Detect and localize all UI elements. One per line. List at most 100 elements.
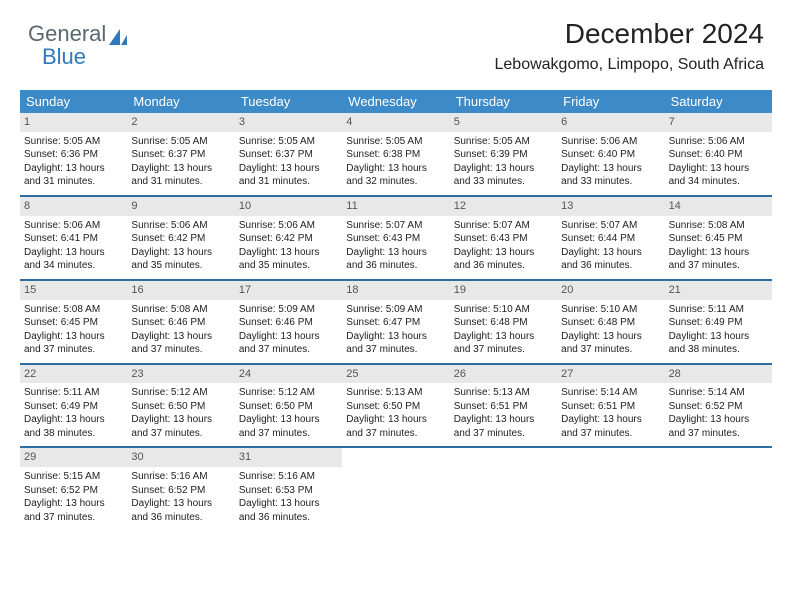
calendar-table: SundayMondayTuesdayWednesdayThursdayFrid…: [20, 90, 772, 530]
calendar-day-cell: 26Sunrise: 5:13 AMSunset: 6:51 PMDayligh…: [450, 365, 557, 447]
day-number: 26: [450, 365, 557, 384]
day-number: 29: [20, 448, 127, 467]
sunrise-line: Sunrise: 5:16 AM: [131, 470, 230, 484]
calendar-day-cell: 19Sunrise: 5:10 AMSunset: 6:48 PMDayligh…: [450, 281, 557, 363]
day-number: 10: [235, 197, 342, 216]
calendar-day-cell: 18Sunrise: 5:09 AMSunset: 6:47 PMDayligh…: [342, 281, 449, 363]
daylight-line: Daylight: 13 hours and 37 minutes.: [239, 330, 338, 357]
day-number: 2: [127, 113, 234, 132]
sunset-line: Sunset: 6:37 PM: [131, 148, 230, 162]
sunrise-line: Sunrise: 5:06 AM: [239, 219, 338, 233]
sunset-line: Sunset: 6:51 PM: [561, 400, 660, 414]
day-number: 21: [665, 281, 772, 300]
calendar-day-cell: [557, 448, 664, 530]
logo-word-1: General: [28, 22, 106, 45]
sunset-line: Sunset: 6:37 PM: [239, 148, 338, 162]
calendar-day-cell: 21Sunrise: 5:11 AMSunset: 6:49 PMDayligh…: [665, 281, 772, 363]
calendar-day-cell: 28Sunrise: 5:14 AMSunset: 6:52 PMDayligh…: [665, 365, 772, 447]
calendar-day-cell: 27 Sunrise: 5:14 AMSunset: 6:51 PMDayligh…: [557, 365, 664, 447]
daylight-line: Daylight: 13 hours and 37 minutes.: [131, 330, 230, 357]
day-number: 8: [20, 197, 127, 216]
daylight-line: Daylight: 13 hours and 37 minutes.: [669, 413, 768, 440]
sunset-line: Sunset: 6:47 PM: [346, 316, 445, 330]
daylight-line: Daylight: 13 hours and 34 minutes.: [24, 246, 123, 273]
calendar-day-cell: 5Sunrise: 5:05 AMSunset: 6:39 PMDaylight…: [450, 113, 557, 195]
sunset-line: Sunset: 6:40 PM: [561, 148, 660, 162]
calendar-day-cell: [450, 448, 557, 530]
sunset-line: Sunset: 6:46 PM: [239, 316, 338, 330]
calendar-day-cell: 8Sunrise: 5:06 AMSunset: 6:41 PMDaylight…: [20, 197, 127, 279]
calendar-day-cell: 1Sunrise: 5:05 AMSunset: 6:36 PMDaylight…: [20, 113, 127, 195]
sunset-line: Sunset: 6:45 PM: [669, 232, 768, 246]
calendar-day-cell: 30Sunrise: 5:16 AMSunset: 6:52 PMDayligh…: [127, 448, 234, 530]
daylight-line: Daylight: 13 hours and 37 minutes.: [454, 330, 553, 357]
day-number: 5: [450, 113, 557, 132]
daylight-line: Daylight: 13 hours and 37 minutes.: [24, 497, 123, 524]
day-number: 19: [450, 281, 557, 300]
sunset-line: Sunset: 6:44 PM: [561, 232, 660, 246]
calendar-day-cell: 14Sunrise: 5:08 AMSunset: 6:45 PMDayligh…: [665, 197, 772, 279]
calendar-day-cell: [665, 448, 772, 530]
day-number: 14: [665, 197, 772, 216]
daylight-line: Daylight: 13 hours and 37 minutes.: [561, 413, 660, 440]
sunrise-line: Sunrise: 5:06 AM: [131, 219, 230, 233]
day-number: 3: [235, 113, 342, 132]
day-header: Saturday: [665, 90, 772, 113]
sunset-line: Sunset: 6:38 PM: [346, 148, 445, 162]
calendar-day-cell: 13Sunrise: 5:07 AMSunset: 6:44 PMDayligh…: [557, 197, 664, 279]
day-number: 13: [557, 197, 664, 216]
daylight-line: Daylight: 13 hours and 37 minutes.: [561, 330, 660, 357]
sunrise-line: Sunrise: 5:05 AM: [131, 135, 230, 149]
sail-icon: [109, 26, 127, 42]
day-number: 17: [235, 281, 342, 300]
calendar-day-cell: 25Sunrise: 5:13 AMSunset: 6:50 PMDayligh…: [342, 365, 449, 447]
sunrise-line: Sunrise: 5:10 AM: [561, 303, 660, 317]
sunset-line: Sunset: 6:42 PM: [131, 232, 230, 246]
day-number: 22: [20, 365, 127, 384]
calendar-day-cell: 3Sunrise: 5:05 AMSunset: 6:37 PMDaylight…: [235, 113, 342, 195]
calendar-day-cell: 23Sunrise: 5:12 AMSunset: 6:50 PMDayligh…: [127, 365, 234, 447]
sunset-line: Sunset: 6:43 PM: [454, 232, 553, 246]
calendar-day-cell: 9Sunrise: 5:06 AMSunset: 6:42 PMDaylight…: [127, 197, 234, 279]
sunset-line: Sunset: 6:48 PM: [561, 316, 660, 330]
daylight-line: Daylight: 13 hours and 35 minutes.: [131, 246, 230, 273]
day-number: 23: [127, 365, 234, 384]
sunset-line: Sunset: 6:45 PM: [24, 316, 123, 330]
daylight-line: Daylight: 13 hours and 31 minutes.: [24, 162, 123, 189]
calendar-week: 29Sunrise: 5:15 AMSunset: 6:52 PMDayligh…: [20, 448, 772, 530]
sunrise-line: Sunrise: 5:14 AM: [561, 386, 660, 400]
sunrise-line: Sunrise: 5:07 AM: [346, 219, 445, 233]
calendar-day-cell: 15Sunrise: 5:08 AMSunset: 6:45 PMDayligh…: [20, 281, 127, 363]
calendar-day-cell: 11Sunrise: 5:07 AMSunset: 6:43 PMDayligh…: [342, 197, 449, 279]
day-number: 4: [342, 113, 449, 132]
calendar-day-cell: 7Sunrise: 5:06 AMSunset: 6:40 PMDaylight…: [665, 113, 772, 195]
sunrise-line: Sunrise: 5:09 AM: [239, 303, 338, 317]
sunset-line: Sunset: 6:42 PM: [239, 232, 338, 246]
daylight-line: Daylight: 13 hours and 31 minutes.: [239, 162, 338, 189]
daylight-line: Daylight: 13 hours and 36 minutes.: [346, 246, 445, 273]
sunrise-line: Sunrise: 5:05 AM: [24, 135, 123, 149]
calendar-day-cell: 24Sunrise: 5:12 AMSunset: 6:50 PMDayligh…: [235, 365, 342, 447]
calendar-day-cell: 20Sunrise: 5:10 AMSunset: 6:48 PMDayligh…: [557, 281, 664, 363]
page-subtitle: Lebowakgomo, Limpopo, South Africa: [495, 56, 765, 74]
sunset-line: Sunset: 6:43 PM: [346, 232, 445, 246]
daylight-line: Daylight: 13 hours and 33 minutes.: [454, 162, 553, 189]
calendar-day-cell: 12Sunrise: 5:07 AMSunset: 6:43 PMDayligh…: [450, 197, 557, 279]
sunrise-line: Sunrise: 5:13 AM: [346, 386, 445, 400]
day-number: 27: [557, 365, 664, 384]
sunrise-line: Sunrise: 5:07 AM: [454, 219, 553, 233]
calendar-day-cell: 2Sunrise: 5:05 AMSunset: 6:37 PMDaylight…: [127, 113, 234, 195]
calendar-day-cell: 29Sunrise: 5:15 AMSunset: 6:52 PMDayligh…: [20, 448, 127, 530]
sunset-line: Sunset: 6:49 PM: [24, 400, 123, 414]
sunrise-line: Sunrise: 5:06 AM: [561, 135, 660, 149]
day-header: Tuesday: [235, 90, 342, 113]
sunset-line: Sunset: 6:50 PM: [346, 400, 445, 414]
page-header: December 2024 Lebowakgomo, Limpopo, Sout…: [495, 18, 765, 74]
sunset-line: Sunset: 6:50 PM: [131, 400, 230, 414]
sunset-line: Sunset: 6:41 PM: [24, 232, 123, 246]
daylight-line: Daylight: 13 hours and 37 minutes.: [131, 413, 230, 440]
sunset-line: Sunset: 6:52 PM: [131, 484, 230, 498]
daylight-line: Daylight: 13 hours and 36 minutes.: [131, 497, 230, 524]
daylight-line: Daylight: 13 hours and 37 minutes.: [346, 330, 445, 357]
page-title: December 2024: [495, 18, 765, 50]
